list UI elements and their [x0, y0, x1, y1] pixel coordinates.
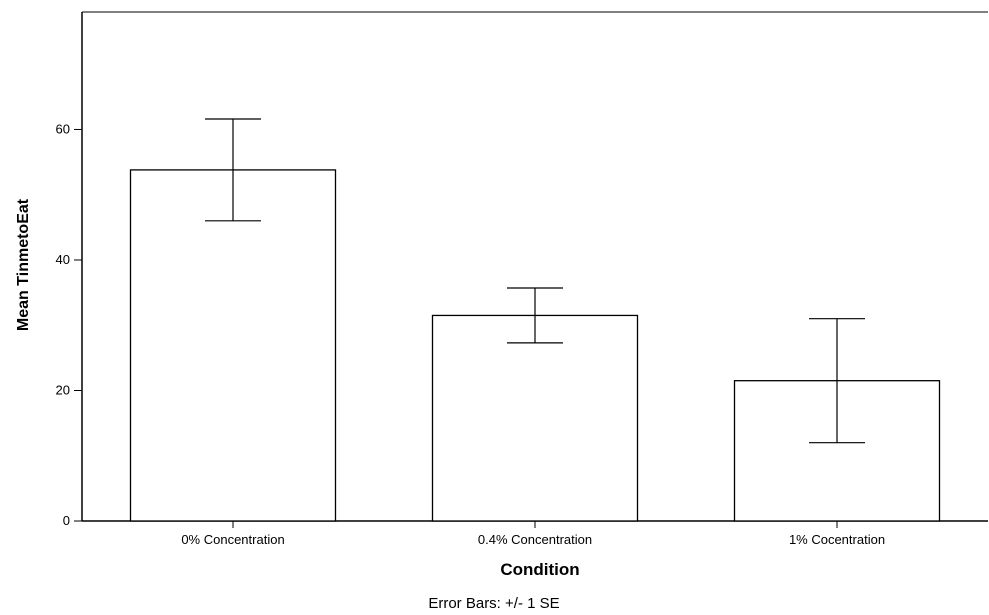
y-axis-ticks: 0 20 40 60 [56, 121, 82, 528]
y-tick-label: 0 [63, 513, 70, 528]
bar [431, 314, 639, 522]
x-tick-label: 1% Cocentration [789, 532, 885, 547]
x-axis-ticks: 0% Concentration 0.4% Concentration 1% Coc… [181, 521, 885, 547]
error-bars-footnote: Error Bars: +/- 1 SE [428, 595, 559, 612]
bars [129, 169, 941, 522]
y-tick-label: 40 [56, 252, 70, 267]
bar [129, 169, 337, 522]
y-axis-label: Mean TinmetoEat [15, 198, 32, 331]
error-bars [205, 118, 865, 444]
y-tick-label: 60 [56, 121, 70, 136]
x-axis-label: Condition [500, 560, 579, 579]
y-tick-label: 20 [56, 382, 70, 397]
x-tick-label: 0.4% Concentration [478, 532, 592, 547]
x-tick-label: 0% Concentration [181, 532, 284, 547]
